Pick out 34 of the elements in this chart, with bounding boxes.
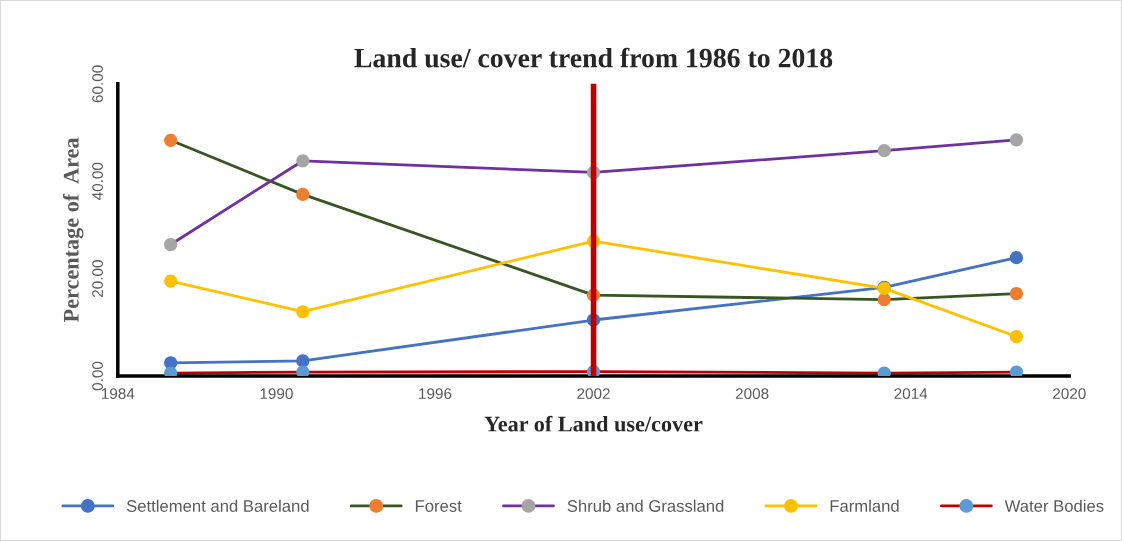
legend-label: Water Bodies <box>1004 499 1104 512</box>
y-tick-label: 40.00 <box>92 162 103 200</box>
x-tick-label: 2014 <box>894 388 928 400</box>
y-axis-title: Percentage of Area <box>62 137 84 323</box>
point <box>164 237 178 252</box>
x-tick-label: 1984 <box>101 388 135 400</box>
point <box>877 292 891 307</box>
legend-label: Shrub and Grassland <box>567 499 724 512</box>
x-tick-label: 2020 <box>1053 388 1086 400</box>
x-tick-label: 1996 <box>419 388 452 400</box>
x-tick-label: 1990 <box>260 388 293 400</box>
legend-label: Settlement and Bareland <box>126 499 309 512</box>
point <box>296 354 310 368</box>
chart-title: Land use/ cover trend from 1986 to 2018 <box>354 47 833 68</box>
point <box>1009 287 1023 301</box>
x-axis-title: Year of Land use/cover <box>484 415 703 432</box>
point <box>877 143 891 158</box>
point <box>1009 251 1023 265</box>
point <box>296 365 310 376</box>
x-tick-label: 2008 <box>735 388 769 400</box>
y-tick-label: 20.00 <box>92 260 103 297</box>
legend-label: Forest <box>415 500 462 512</box>
y-tick-label: 0.00 <box>92 361 103 391</box>
legend-label: Farmland <box>830 499 899 512</box>
point <box>296 154 310 168</box>
point <box>1009 329 1023 344</box>
point <box>1009 133 1023 147</box>
point <box>1009 365 1023 376</box>
point <box>296 187 310 201</box>
point <box>164 274 178 288</box>
point <box>296 305 310 319</box>
y-tick-label: 60.00 <box>92 65 103 103</box>
x-tick-label: 2002 <box>577 388 610 400</box>
point <box>164 133 178 147</box>
